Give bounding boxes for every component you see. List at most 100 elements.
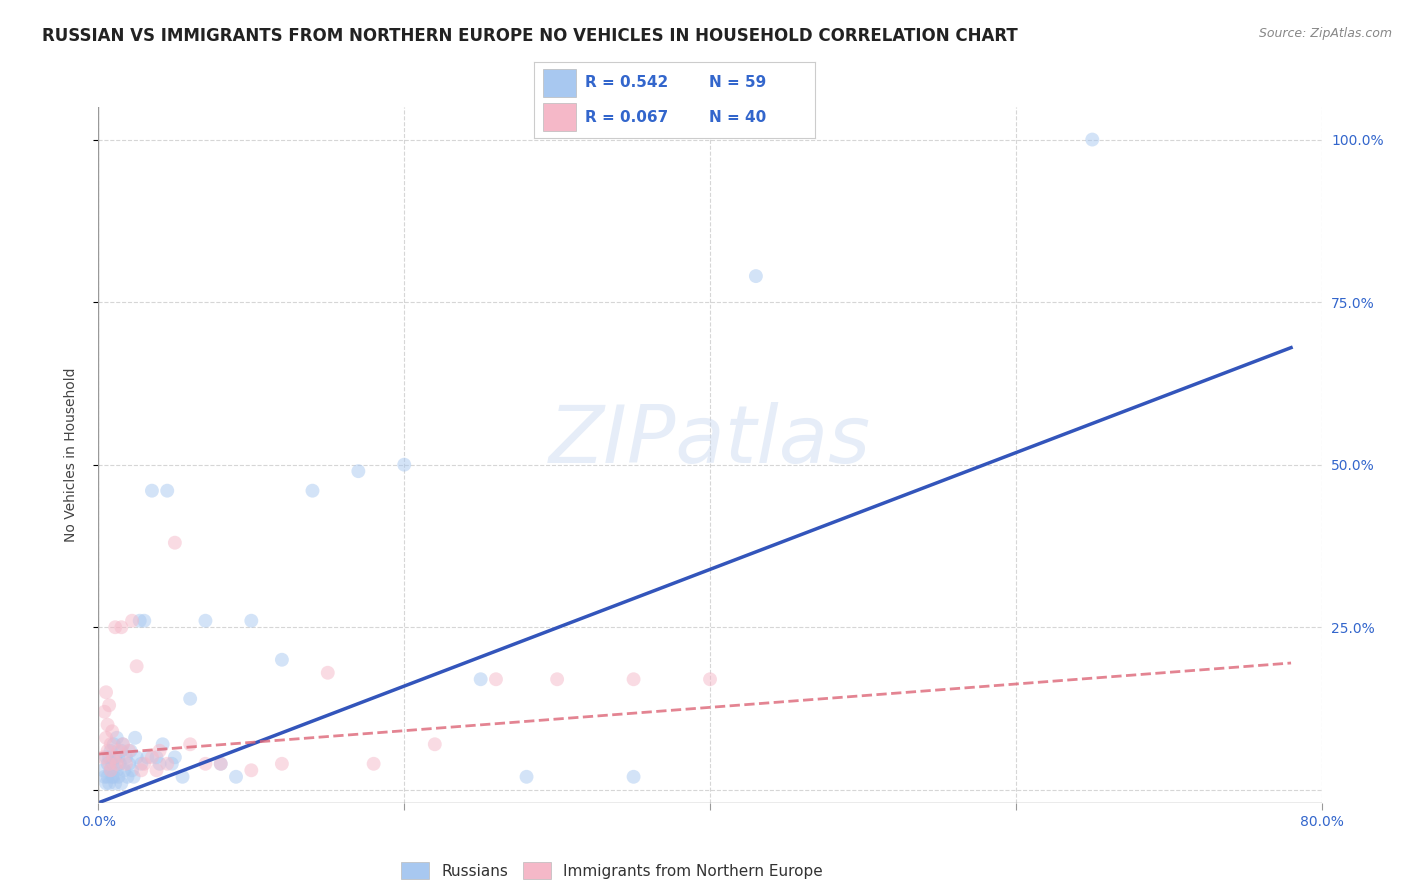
Point: [111, 737, 134, 751]
Point: [118, 756, 141, 771]
Point: [107, 770, 129, 784]
Point: [118, 744, 141, 758]
Point: [149, 756, 172, 771]
Point: [470, 672, 492, 686]
Point: [745, 269, 768, 284]
Point: [100, 737, 122, 751]
Point: [100, 744, 122, 758]
Point: [93, 770, 115, 784]
Point: [103, 737, 125, 751]
FancyBboxPatch shape: [543, 103, 576, 130]
Point: [699, 672, 721, 686]
Point: [316, 665, 339, 680]
Point: [100, 764, 122, 778]
Point: [98, 756, 121, 771]
Point: [149, 744, 172, 758]
Point: [270, 756, 292, 771]
Point: [101, 756, 124, 771]
Point: [104, 750, 127, 764]
Point: [111, 737, 134, 751]
Point: [179, 691, 201, 706]
Point: [194, 614, 217, 628]
Point: [97, 770, 120, 784]
Point: [240, 614, 263, 628]
Point: [97, 718, 120, 732]
Point: [100, 764, 122, 778]
Point: [179, 737, 201, 751]
Point: [112, 764, 135, 778]
Point: [136, 750, 159, 764]
Point: [129, 756, 152, 771]
Point: [105, 764, 128, 778]
Point: [301, 483, 323, 498]
FancyBboxPatch shape: [543, 70, 576, 96]
Point: [94, 750, 117, 764]
Point: [101, 770, 124, 784]
Text: R = 0.542: R = 0.542: [585, 76, 668, 90]
Point: [172, 770, 194, 784]
Point: [363, 756, 385, 771]
Point: [152, 737, 174, 751]
Point: [107, 744, 129, 758]
Point: [101, 724, 124, 739]
Point: [145, 764, 167, 778]
Point: [209, 756, 232, 771]
Point: [115, 750, 138, 764]
Point: [134, 756, 156, 771]
Point: [240, 764, 263, 778]
Legend: Russians, Immigrants from Northern Europe: Russians, Immigrants from Northern Europ…: [395, 855, 830, 886]
Point: [94, 731, 117, 745]
Point: [98, 750, 121, 764]
Point: [115, 756, 138, 771]
Point: [105, 731, 128, 745]
Point: [121, 764, 143, 778]
Text: N = 59: N = 59: [709, 76, 766, 90]
Point: [104, 620, 127, 634]
Point: [270, 653, 292, 667]
Point: [125, 750, 148, 764]
Point: [110, 620, 132, 634]
Point: [485, 672, 508, 686]
Point: [194, 756, 217, 771]
Text: Source: ZipAtlas.com: Source: ZipAtlas.com: [1258, 27, 1392, 40]
Point: [163, 750, 186, 764]
Point: [129, 764, 152, 778]
Point: [156, 756, 179, 771]
Text: R = 0.067: R = 0.067: [585, 110, 668, 125]
Point: [163, 535, 186, 549]
Point: [546, 672, 568, 686]
Point: [120, 744, 142, 758]
Point: [122, 770, 145, 784]
Point: [104, 776, 127, 790]
Point: [125, 659, 148, 673]
Point: [141, 750, 163, 764]
Text: N = 40: N = 40: [709, 110, 766, 125]
Point: [516, 770, 538, 784]
Point: [623, 672, 645, 686]
Point: [110, 776, 132, 790]
Text: ZIPatlas: ZIPatlas: [548, 402, 872, 480]
Point: [94, 776, 117, 790]
Point: [98, 776, 121, 790]
Point: [623, 770, 645, 784]
Point: [97, 756, 120, 771]
Text: RUSSIAN VS IMMIGRANTS FROM NORTHERN EUROPE NO VEHICLES IN HOUSEHOLD CORRELATION : RUSSIAN VS IMMIGRANTS FROM NORTHERN EURO…: [42, 27, 1018, 45]
Point: [1081, 132, 1104, 146]
Point: [105, 756, 128, 771]
Point: [110, 744, 132, 758]
Point: [93, 705, 115, 719]
Point: [156, 483, 179, 498]
Point: [107, 750, 129, 764]
Point: [141, 483, 163, 498]
Point: [124, 731, 146, 745]
Point: [91, 750, 114, 764]
Point: [145, 750, 167, 764]
Y-axis label: No Vehicles in Household: No Vehicles in Household: [63, 368, 77, 542]
Point: [128, 614, 150, 628]
Point: [91, 764, 114, 778]
Point: [347, 464, 370, 478]
Point: [108, 756, 131, 771]
Point: [121, 614, 143, 628]
Point: [209, 756, 232, 771]
Point: [98, 698, 121, 713]
